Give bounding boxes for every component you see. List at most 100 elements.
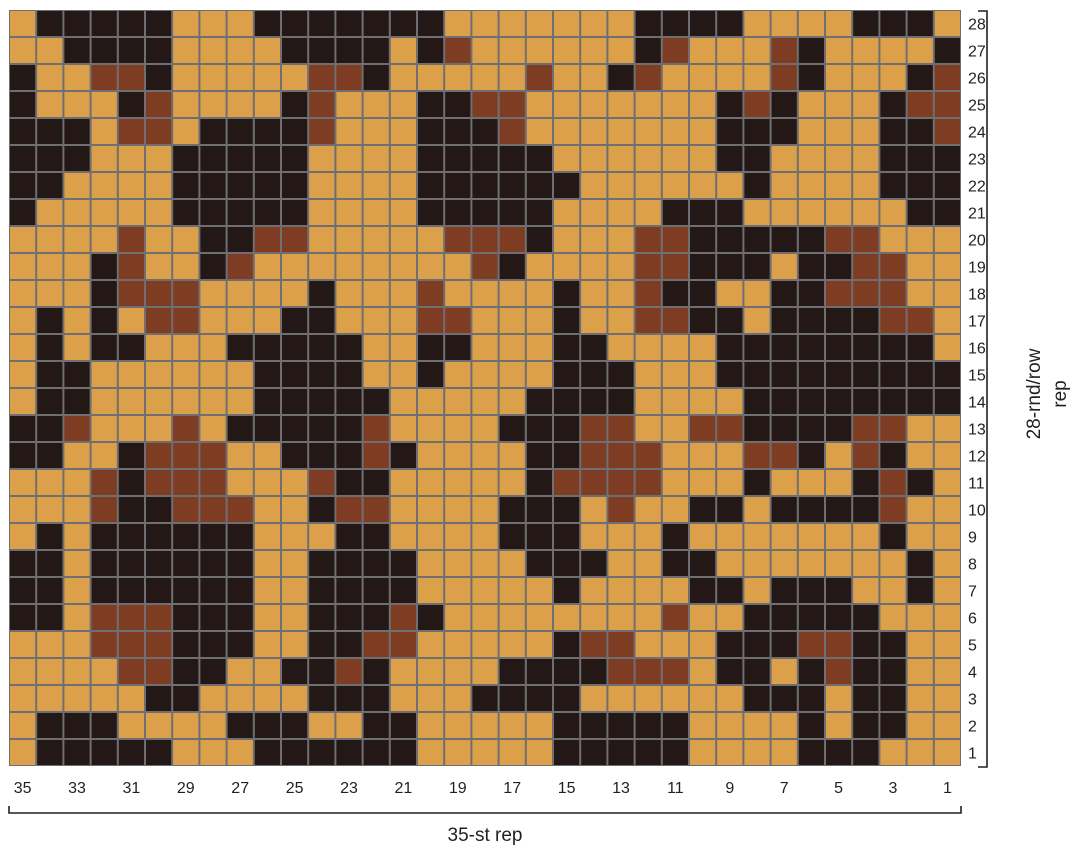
chart-cell	[662, 254, 688, 279]
chart-cell	[853, 389, 879, 414]
chart-cell	[146, 38, 172, 63]
chart-cell	[880, 335, 906, 360]
chart-cell	[200, 119, 226, 144]
chart-cell	[853, 335, 879, 360]
chart-cell	[418, 200, 444, 225]
chart-cell	[853, 416, 879, 441]
chart-cell	[880, 659, 906, 684]
chart-cell	[554, 605, 580, 630]
chart-cell	[146, 308, 172, 333]
chart-cell	[608, 470, 634, 495]
chart-cell	[282, 65, 308, 90]
chart-cell	[798, 578, 824, 603]
chart-cell	[472, 605, 498, 630]
chart-cell	[717, 497, 743, 522]
chart-cell	[64, 686, 90, 711]
chart-cell	[282, 551, 308, 576]
chart-cell	[581, 119, 607, 144]
chart-cell	[91, 686, 117, 711]
chart-cell	[608, 227, 634, 252]
row-number-label: 15	[968, 368, 986, 385]
chart-cell	[662, 65, 688, 90]
chart-cell	[336, 308, 362, 333]
stitch-number-label: 15	[558, 780, 576, 797]
chart-cell	[390, 443, 416, 468]
chart-cell	[499, 497, 525, 522]
chart-cell	[418, 119, 444, 144]
chart-cell	[282, 38, 308, 63]
stitch-number-label: 17	[503, 780, 521, 797]
chart-cell	[826, 119, 852, 144]
chart-cell	[200, 416, 226, 441]
chart-cell	[10, 173, 36, 198]
chart-cell	[798, 227, 824, 252]
chart-cell	[118, 605, 144, 630]
chart-cell	[227, 605, 253, 630]
chart-cell	[690, 119, 716, 144]
chart-cell	[418, 713, 444, 738]
chart-cell	[173, 254, 199, 279]
row-number-label: 8	[968, 557, 977, 574]
row-number-label: 21	[968, 206, 986, 223]
chart-cell	[200, 362, 226, 387]
chart-cell	[64, 632, 90, 657]
chart-cell	[336, 335, 362, 360]
chart-cell	[690, 551, 716, 576]
chart-cell	[282, 173, 308, 198]
chart-cell	[200, 497, 226, 522]
chart-cell	[10, 281, 36, 306]
chart-cell	[581, 38, 607, 63]
chart-cell	[608, 65, 634, 90]
chart-cell	[173, 497, 199, 522]
chart-cell	[717, 551, 743, 576]
chart-cell	[635, 119, 661, 144]
chart-cell	[146, 11, 172, 36]
chart-cell	[880, 740, 906, 765]
chart-cell	[526, 281, 552, 306]
chart-cell	[744, 686, 770, 711]
chart-cell	[635, 11, 661, 36]
chart-cell	[608, 173, 634, 198]
chart-cell	[282, 254, 308, 279]
chart-cell	[690, 65, 716, 90]
chart-cell	[717, 578, 743, 603]
chart-cell	[227, 92, 253, 117]
chart-cell	[717, 335, 743, 360]
chart-cell	[635, 38, 661, 63]
chart-cell	[635, 389, 661, 414]
chart-cell	[37, 578, 63, 603]
chart-cell	[934, 308, 960, 333]
chart-cell	[37, 254, 63, 279]
chart-cell	[309, 92, 335, 117]
chart-cell	[10, 308, 36, 333]
chart-cell	[554, 740, 580, 765]
chart-cell	[880, 578, 906, 603]
chart-cell	[934, 389, 960, 414]
chart-cell	[554, 335, 580, 360]
chart-cell	[744, 227, 770, 252]
chart-cell	[608, 551, 634, 576]
chart-cell	[526, 443, 552, 468]
chart-cell	[880, 308, 906, 333]
chart-cell	[118, 119, 144, 144]
chart-cell	[717, 173, 743, 198]
chart-cell	[608, 686, 634, 711]
chart-cell	[744, 281, 770, 306]
chart-cell	[690, 632, 716, 657]
chart-cell	[37, 551, 63, 576]
chart-cell	[118, 362, 144, 387]
chart-cell	[880, 389, 906, 414]
chart-cell	[826, 416, 852, 441]
chart-cell	[880, 38, 906, 63]
chart-cell	[771, 389, 797, 414]
chart-cell	[309, 659, 335, 684]
chart-cell	[826, 740, 852, 765]
chart-cell	[798, 254, 824, 279]
chart-cell	[146, 65, 172, 90]
stitch-number-label: 31	[123, 780, 141, 797]
chart-cell	[363, 11, 389, 36]
row-number-label: 7	[968, 584, 977, 601]
chart-cell	[91, 659, 117, 684]
chart-cell	[554, 578, 580, 603]
chart-cell	[363, 173, 389, 198]
